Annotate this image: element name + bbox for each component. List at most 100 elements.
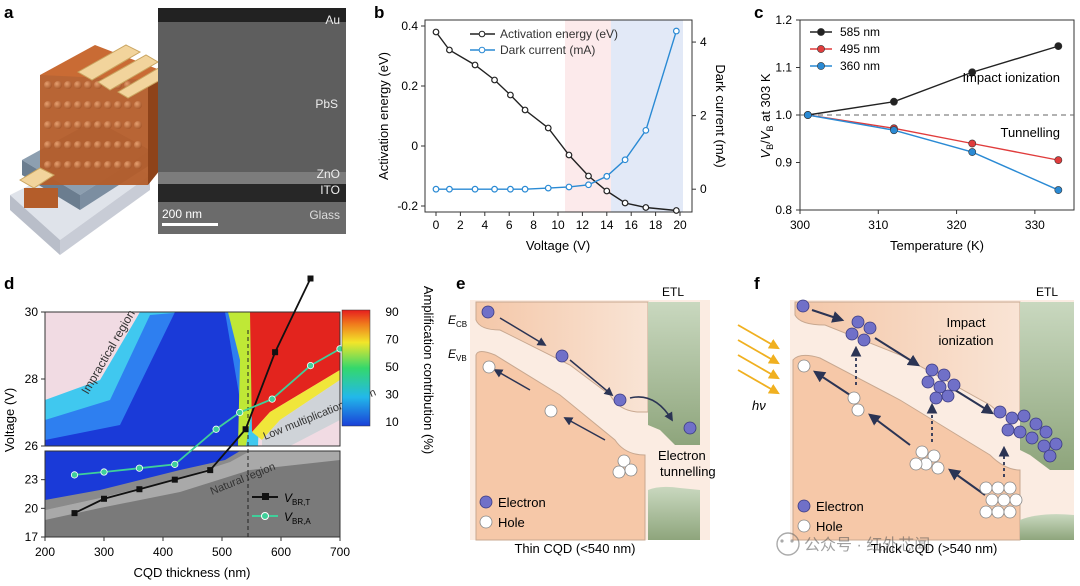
c-annotation-tunnelling: Tunnelling [1000, 125, 1060, 140]
d-point-circle [135, 464, 143, 472]
device-illustration [10, 44, 163, 255]
b-xtick-label: 12 [576, 218, 590, 232]
d-point-circle [100, 468, 108, 476]
e-etl-lower [648, 486, 700, 540]
b-ytick-label: 0 [411, 139, 418, 153]
b-xtick-label: 16 [625, 218, 639, 232]
c-ytick-label: 1.0 [775, 108, 792, 122]
colorbar-tick-label: 70 [385, 333, 399, 347]
d-ylabel: Voltage (V) [2, 388, 17, 452]
b-xtick-label: 18 [649, 218, 663, 232]
d-ytick-label: 23 [25, 473, 39, 487]
b-point [565, 183, 573, 191]
e-etl-label: ETL [662, 285, 684, 299]
f-legend-electron-swatch [797, 499, 811, 513]
colorbar-tick-label: 30 [385, 388, 399, 402]
c-point [1054, 186, 1063, 194]
panel-b-letter: b [374, 3, 384, 22]
e-valence-band [475, 351, 646, 541]
d-legend-vbra: VBR,A [284, 510, 311, 526]
c-ytick-label: 1.1 [775, 61, 792, 75]
c-legend-marker [817, 28, 825, 36]
b-region-red [565, 20, 611, 212]
panel-e: e ETL ECB EVB Electron tunnelling Electr… [448, 274, 716, 556]
watermark-text: 公众号 · 红外芯闻 [804, 536, 930, 554]
e-evb-label: EVB [448, 347, 467, 363]
c-point [968, 139, 977, 148]
b-xtick-label: 4 [481, 218, 488, 232]
b-legend-marker [478, 46, 486, 54]
b-point [621, 199, 629, 207]
d-legend-vbrt: VBR,T [284, 491, 310, 507]
d-point-square [171, 476, 178, 483]
b-legend-marker [478, 30, 486, 38]
b-point [603, 187, 611, 195]
d-ytick-label: 28 [25, 372, 39, 386]
b-point [603, 172, 611, 180]
b-ytick-label: 0.2 [401, 79, 418, 93]
b-xlabel: Voltage (V) [526, 238, 590, 253]
b-point [471, 61, 479, 69]
b-point [491, 76, 498, 84]
c-legend-marker [817, 62, 825, 70]
b-legend-label: Activation energy (eV) [500, 27, 618, 41]
e-tunnelling-label-1: Electron [658, 448, 706, 463]
sem-image: Au PbS ZnO ITO Glass 200 nm [158, 8, 346, 234]
c-series-line-1 [807, 114, 1059, 161]
b-point [672, 27, 680, 35]
panel-a: a [4, 3, 346, 255]
scale-bar [162, 223, 218, 226]
d-xtick-label: 400 [153, 545, 173, 559]
d-point-circle [70, 471, 79, 479]
b-xtick-label: 20 [673, 218, 687, 232]
b-point [432, 185, 440, 193]
c-ytick-label: 0.9 [775, 156, 792, 170]
d-ytick-label: 26 [25, 439, 39, 453]
d-ytick-label: 17 [25, 530, 39, 544]
c-point [1054, 42, 1063, 51]
panel-b: b 0 2 4 6 8 10 12 14 16 18 20 -0.2 0 0.2 0.4 0 2 4 Activat… [374, 3, 728, 253]
f-electrons [796, 299, 1063, 463]
c-legend-label: 585 nm [840, 25, 880, 39]
d-ytick-label: 30 [25, 305, 39, 319]
b-point [507, 185, 514, 193]
f-arrows [811, 309, 995, 496]
panel-a-letter: a [4, 3, 14, 22]
b-point [642, 204, 650, 211]
d-point-circle [236, 408, 244, 417]
sem-label-pbs: PbS [315, 97, 338, 111]
b-point [544, 124, 552, 132]
e-legend-electron: Electron [498, 495, 546, 510]
c-point [968, 148, 977, 156]
d-xtick-label: 300 [94, 545, 114, 559]
e-legend-electron-swatch [479, 495, 493, 509]
d-legend: VBR,T VBR,A [252, 491, 311, 526]
b-xtick-label: 8 [530, 218, 537, 232]
d-xtick-label: 500 [212, 545, 232, 559]
d-xtick-label: 200 [35, 545, 55, 559]
d-point-circle [171, 460, 179, 468]
c-legend-label: 495 nm [840, 42, 880, 56]
e-arrows [493, 317, 673, 441]
sem-label-au: Au [325, 13, 340, 27]
d-ytick-label: 20 [25, 501, 39, 515]
c-ytick-label: 1.2 [775, 13, 792, 27]
b-point [672, 207, 680, 214]
b-point [642, 126, 650, 134]
d-point-square [242, 426, 249, 433]
b-y2label: Dark current (mA) [713, 64, 728, 167]
b-ylabel: Activation energy (eV) [376, 52, 391, 180]
b-xtick-label: 14 [600, 218, 614, 232]
d-point-circle [212, 425, 220, 433]
e-ecb-label: ECB [448, 313, 467, 329]
c-point [803, 111, 812, 119]
b-point [544, 184, 552, 192]
panel-f-letter: f [754, 274, 760, 293]
c-xlabel: Temperature (K) [890, 238, 984, 253]
e-holes [482, 360, 638, 479]
sem-label-zno: ZnO [317, 167, 340, 181]
c-legend-marker [817, 45, 825, 53]
b-point [446, 46, 453, 54]
colorbar-title: Amplification contribution (%) [421, 286, 436, 454]
d-xlabel: CQD thickness (nm) [133, 565, 250, 580]
